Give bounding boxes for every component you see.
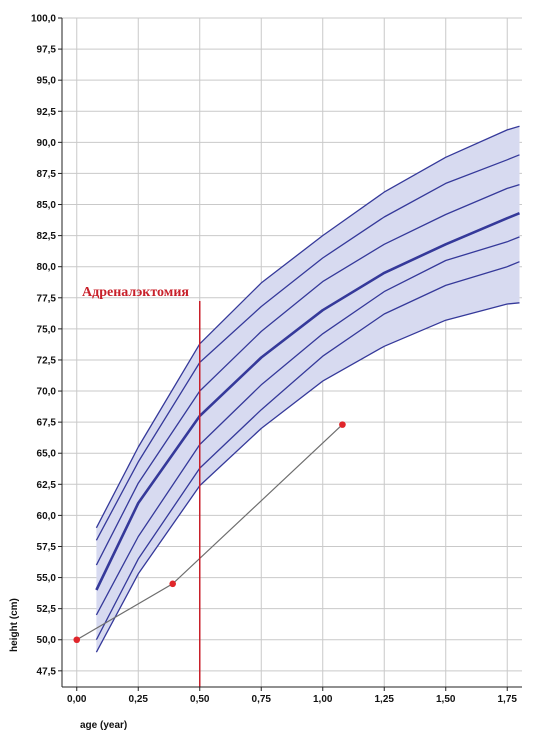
- y-tick-label: 77,5: [37, 293, 57, 304]
- adrenalectomy-label: Адреналэктомия: [82, 285, 189, 300]
- y-tick-label: 47,5: [37, 666, 57, 677]
- patient-point: [339, 421, 346, 428]
- y-tick-label: 80,0: [37, 262, 57, 273]
- y-tick-label: 90,0: [37, 138, 57, 149]
- y-tick-label: 50,0: [37, 635, 57, 646]
- patient-measurements: [73, 421, 346, 644]
- percentile-curves: [95, 125, 520, 653]
- y-tick-label: 60,0: [37, 511, 57, 522]
- percentile-curve: [95, 183, 520, 566]
- patient-point: [73, 636, 81, 644]
- x-tick-label: 1,25: [375, 694, 395, 705]
- median-curve: [95, 211, 520, 591]
- y-tick-label: 52,5: [37, 604, 57, 615]
- x-tick-label: 1,00: [313, 694, 333, 705]
- y-tick-label: 72,5: [37, 355, 57, 366]
- y-tick-label: 55,0: [37, 573, 57, 584]
- y-tick-label: 97,5: [37, 45, 57, 56]
- percentile-curve: [95, 236, 520, 616]
- y-tick-label: 62,5: [37, 480, 57, 491]
- x-tick-label: 1,50: [436, 694, 456, 705]
- y-tick-label: 70,0: [37, 387, 57, 398]
- tick-labels: 47,5 50,0 52,5 55,0 57,5 60,0 62,5 65,0 67,5 70,0…: [31, 14, 517, 706]
- y-tick-label: 65,0: [37, 449, 57, 460]
- axes: [58, 17, 522, 691]
- percentile-curve: [95, 125, 520, 529]
- x-tick-label: 0,75: [252, 694, 272, 705]
- percentile-curve: [95, 302, 520, 653]
- y-tick-label: 100,0: [31, 14, 56, 25]
- patient-point: [169, 580, 176, 588]
- x-tick-label: 1,75: [498, 694, 518, 705]
- percentile-curve: [95, 154, 520, 541]
- percentile-band-fill: [96, 126, 520, 653]
- y-tick-label: 82,5: [37, 231, 57, 242]
- percentile-band: [96, 126, 520, 653]
- x-tick-label: 0,50: [190, 694, 210, 705]
- x-tick-label: 0,25: [129, 694, 149, 705]
- y-tick-label: 87,5: [37, 169, 57, 180]
- percentile-curve: [95, 261, 520, 640]
- y-tick-label: 57,5: [37, 542, 57, 553]
- x-tick-label: 0,00: [67, 694, 87, 705]
- x-axis-title: age (year): [80, 720, 127, 731]
- y-tick-label: 95,0: [37, 76, 57, 87]
- y-tick-label: 85,0: [37, 200, 57, 211]
- y-tick-label: 67,5: [37, 418, 57, 429]
- y-tick-label: 75,0: [37, 324, 57, 335]
- y-axis-title: height (cm): [9, 598, 20, 652]
- y-tick-label: 92,5: [37, 107, 57, 118]
